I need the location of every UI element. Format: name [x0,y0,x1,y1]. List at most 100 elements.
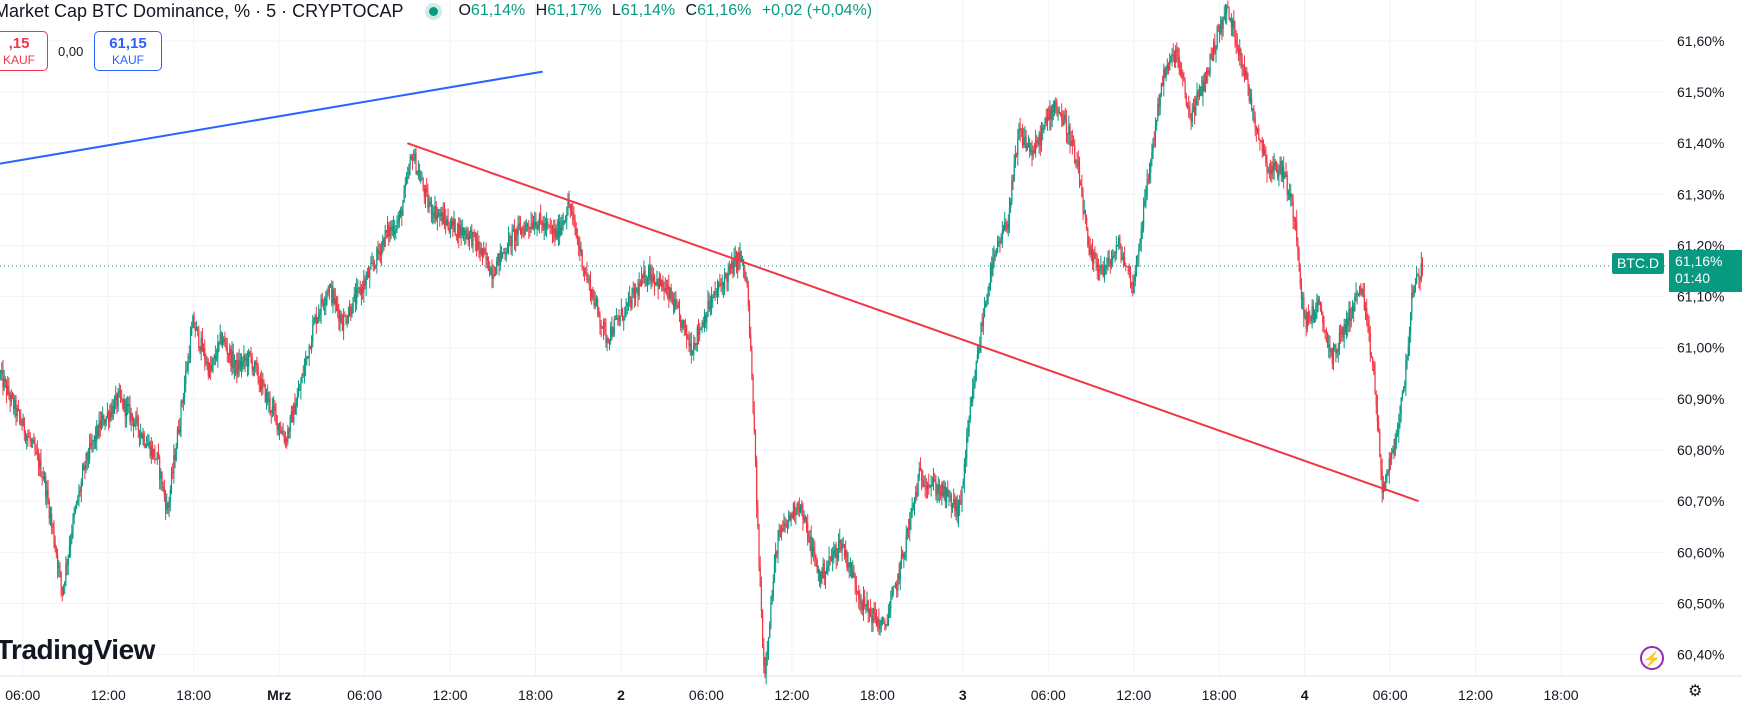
candle-body [296,396,298,406]
candle-body [284,439,287,442]
candle-body [34,443,36,452]
symbol-title[interactable]: Market Cap BTC Dominance, % · 5 · CRYPTO… [0,0,404,21]
candle-body [824,574,827,579]
lightning-icon[interactable]: ⚡ [1640,646,1664,670]
settings-icon[interactable]: ⚙ [1688,683,1703,700]
candle-body [1137,255,1139,257]
y-tick-label: 61,20% [1677,237,1724,253]
candle-body [153,448,155,457]
candle-body [507,237,510,253]
candle-body [595,299,598,303]
candle-body [166,503,168,511]
candle-body [49,514,52,519]
candle-body [937,485,939,493]
candle-body [950,495,952,507]
candle-body [918,468,920,478]
candle-body [754,431,757,461]
candle-body [1185,95,1187,106]
candle-body [661,279,663,287]
candle-body [651,274,653,282]
buy-button[interactable]: 61,15 KAUF [94,31,162,71]
candle-body [713,290,715,298]
candle-body [492,274,494,279]
candle-body [462,227,465,235]
candle-body [487,256,490,271]
candle-body [319,313,321,315]
candle-body [157,452,160,458]
candle-body [1053,101,1056,112]
candle-body [1245,70,1247,79]
candle-body [479,250,481,255]
sell-button[interactable]: ,15 KAUF [0,31,48,71]
trendline-blue[interactable] [0,70,543,165]
candle-body [1106,264,1108,267]
candle-body [1335,345,1337,354]
candle-body [772,581,774,597]
tradingview-logo[interactable]: TradingView [0,634,155,665]
candle-body [940,492,942,496]
candle-body [1250,98,1253,111]
candle-body [1215,47,1217,53]
candle-body [195,326,198,331]
candle-body [36,451,38,455]
candle-body [999,241,1001,244]
candle-body [748,305,751,335]
candle-body [480,248,482,255]
candle-body [363,280,365,293]
candle-body [722,282,725,290]
candle-body [1038,133,1040,145]
candle-body [887,613,890,626]
candle-body [1267,169,1269,172]
candle-body [131,413,133,419]
candle-body [126,403,129,406]
candle-body [198,329,200,348]
candle-body [881,620,884,622]
candle-body [813,546,815,552]
trendline-red[interactable] [407,142,1419,503]
candle-body [1116,244,1119,246]
candle-body [1135,255,1138,271]
candle-body [638,282,640,297]
candle-body [365,277,367,286]
candle-body [326,291,328,298]
time-axis[interactable]: 06:00 12:00 18:00 Mrz 06:00 12:00 18:00 2 06:00 1… [5,687,1578,703]
candle-body [217,342,219,359]
candle-body [1067,133,1069,135]
candle-body [769,624,771,638]
candle-body [385,230,387,233]
candle-body [695,344,697,346]
candle-body [979,346,981,352]
candle-body [121,397,123,400]
candle-body [28,437,30,439]
candle-body [744,270,746,279]
candle-body [598,307,600,316]
candle-body [56,554,59,568]
candle-body [538,214,541,225]
candle-body [1222,18,1224,29]
candle-body [429,201,431,205]
candle-body [270,410,272,413]
candle-body [873,608,875,613]
candle-body [883,620,885,622]
candle-body [1011,180,1013,203]
candle-body [510,235,512,247]
price-axis[interactable]: 60,40% 60,50% 60,60% 60,70% 60,80% 60,90% 61,0… [1677,33,1724,663]
candle-body [110,411,112,417]
candle-body [162,486,164,488]
candle-body [8,385,10,396]
candle-body [614,319,617,321]
candle-body [434,205,436,219]
candle-body [1049,109,1051,120]
candle-body [891,595,893,600]
candle-body [244,355,246,362]
candle-body [1112,255,1114,261]
candle-body [490,267,492,275]
candle-body [147,444,149,446]
x-tick-label: 06:00 [689,687,724,703]
high-value: 61,17% [547,2,602,19]
candle-body [1326,332,1329,348]
candle-body [424,188,427,198]
trendlines[interactable] [0,70,1665,503]
candle-body [985,303,987,307]
